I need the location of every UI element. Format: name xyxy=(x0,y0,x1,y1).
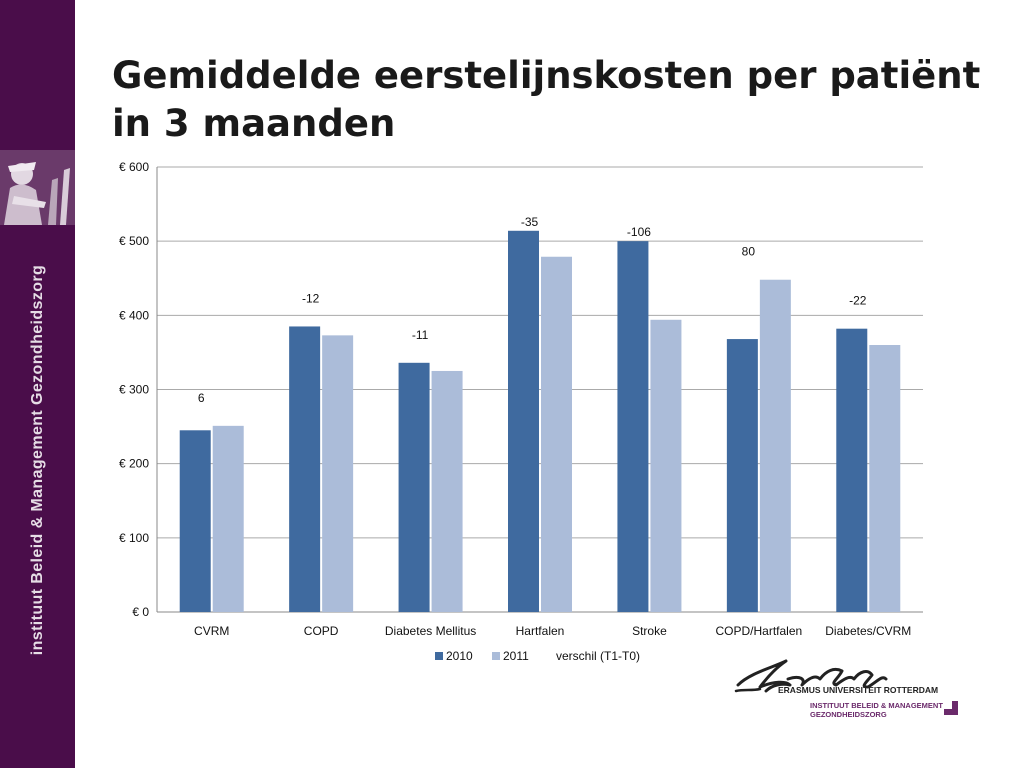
logo-institute-line1: INSTITUUT BELEID & MANAGEMENT xyxy=(810,701,943,710)
y-tick-label: € 100 xyxy=(119,531,149,545)
bars xyxy=(179,230,901,612)
legend-swatch xyxy=(492,652,500,660)
legend-label: verschil (T1-T0) xyxy=(556,649,640,663)
y-axis-ticks: € 0 € 100 € 200 € 300 € 400 € 500 € 600 xyxy=(119,160,149,619)
logo-university-name: ERASMUS UNIVERSITEIT ROTTERDAM xyxy=(778,685,938,695)
y-tick-label: € 400 xyxy=(119,308,149,322)
difference-label: -11 xyxy=(412,328,429,342)
bar-2010-1 xyxy=(289,326,321,612)
logo-corner-mark xyxy=(944,701,958,715)
difference-label: 80 xyxy=(742,245,756,259)
y-tick-label: € 200 xyxy=(119,457,149,471)
y-tick-label: € 500 xyxy=(119,234,149,248)
legend-label: 2011 xyxy=(503,649,529,663)
sidebar-institute-label: instituut Beleid & Management Gezondheid… xyxy=(29,264,46,656)
bar-2011-2 xyxy=(431,370,463,612)
bar-2010-0 xyxy=(179,430,211,612)
bar-2011-4 xyxy=(650,319,682,612)
bar-2011-6 xyxy=(869,345,901,612)
grid-lines xyxy=(156,166,923,613)
slide-title: Gemiddelde eerstelijnskosten per patiënt… xyxy=(112,54,981,145)
erasmus-logo: ERASMUS UNIVERSITEIT ROTTERDAM INSTITUUT… xyxy=(734,659,958,719)
difference-label: -22 xyxy=(849,294,867,308)
x-tick-label: Hartfalen xyxy=(516,624,565,638)
bar-2010-6 xyxy=(836,328,868,612)
x-tick-label: COPD/Hartfalen xyxy=(716,624,803,638)
y-tick-label: € 600 xyxy=(119,160,149,174)
logo-institute-line2: GEZONDHEIDSZORG xyxy=(810,710,887,719)
statue-photo xyxy=(0,150,75,225)
x-tick-label: Stroke xyxy=(632,624,667,638)
bar-2011-1 xyxy=(322,335,354,612)
bar-2010-4 xyxy=(617,241,649,612)
y-tick-label: € 0 xyxy=(132,605,149,619)
difference-label: -12 xyxy=(302,291,320,305)
x-tick-label: CVRM xyxy=(194,624,229,638)
y-tick-label: € 300 xyxy=(119,383,149,397)
x-tick-label: Diabetes Mellitus xyxy=(385,624,476,638)
x-axis-labels: CVRM COPD Diabetes Mellitus Hartfalen Stroke… xyxy=(194,624,911,638)
x-tick-label: Diabetes/CVRM xyxy=(825,624,911,638)
bar-chart: € 0 € 100 € 200 € 300 € 400 € 500 € 600 6 -12 -1… xyxy=(119,160,923,663)
bar-2010-5 xyxy=(726,339,758,612)
difference-label: 6 xyxy=(198,391,205,405)
x-tick-label: COPD xyxy=(304,624,339,638)
bar-2011-0 xyxy=(212,425,244,612)
erasmus-wordmark-signature xyxy=(736,659,888,693)
difference-label: -35 xyxy=(521,215,539,229)
bar-2010-3 xyxy=(508,230,539,612)
difference-label: -106 xyxy=(627,225,651,239)
sidebar: instituut Beleid & Management Gezondheid… xyxy=(0,0,75,768)
bar-2010-2 xyxy=(398,362,430,612)
bar-2011-5 xyxy=(759,279,791,612)
legend-label: 2010 xyxy=(446,649,473,663)
bar-2011-3 xyxy=(541,256,572,612)
legend-swatch xyxy=(435,652,443,660)
difference-labels: 6 -12 -11 -35 -106 80 -22 xyxy=(198,215,867,405)
legend: 2010 2011 verschil (T1-T0) xyxy=(435,649,640,663)
